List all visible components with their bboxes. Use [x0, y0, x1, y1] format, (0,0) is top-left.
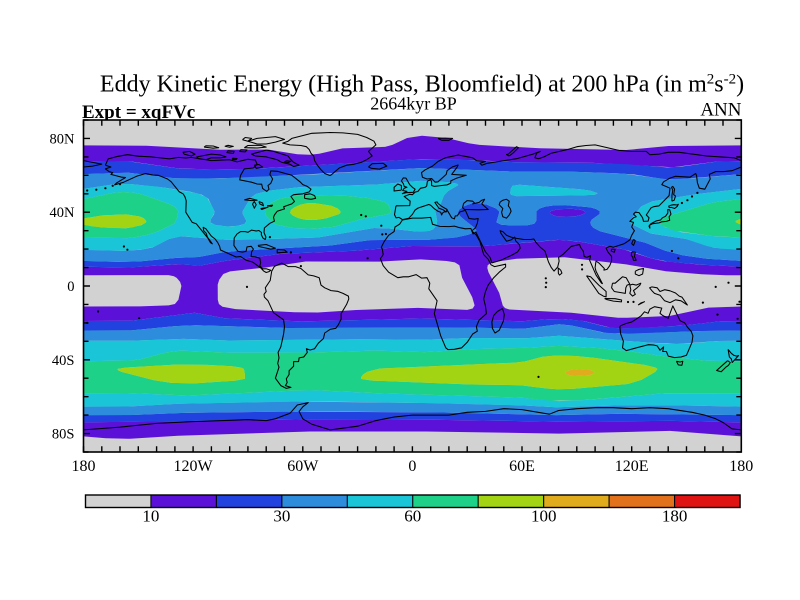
svg-text:Expt = xqFVc: Expt = xqFVc	[82, 102, 195, 123]
svg-text:80N: 80N	[50, 131, 76, 147]
svg-text:180: 180	[729, 458, 753, 475]
svg-text:180: 180	[662, 507, 688, 526]
svg-text:120E: 120E	[615, 458, 649, 475]
svg-text:60E: 60E	[509, 458, 535, 475]
svg-text:Eddy Kinetic Energy (High Pass: Eddy Kinetic Energy (High Pass, Bloomfie…	[100, 72, 744, 98]
svg-text:180: 180	[72, 458, 96, 475]
svg-text:60: 60	[404, 507, 421, 526]
svg-text:120W: 120W	[174, 458, 214, 475]
svg-text:0: 0	[408, 458, 416, 475]
svg-text:30: 30	[273, 507, 290, 526]
svg-text:ANN: ANN	[700, 100, 741, 121]
svg-text:100: 100	[531, 507, 557, 526]
svg-text:0: 0	[67, 279, 74, 295]
svg-text:80S: 80S	[52, 427, 75, 443]
svg-text:40N: 40N	[50, 205, 76, 221]
svg-text:40S: 40S	[52, 353, 75, 369]
svg-text:2664kyr BP: 2664kyr BP	[370, 94, 457, 114]
svg-text:60W: 60W	[287, 458, 319, 475]
svg-text:10: 10	[142, 507, 159, 526]
